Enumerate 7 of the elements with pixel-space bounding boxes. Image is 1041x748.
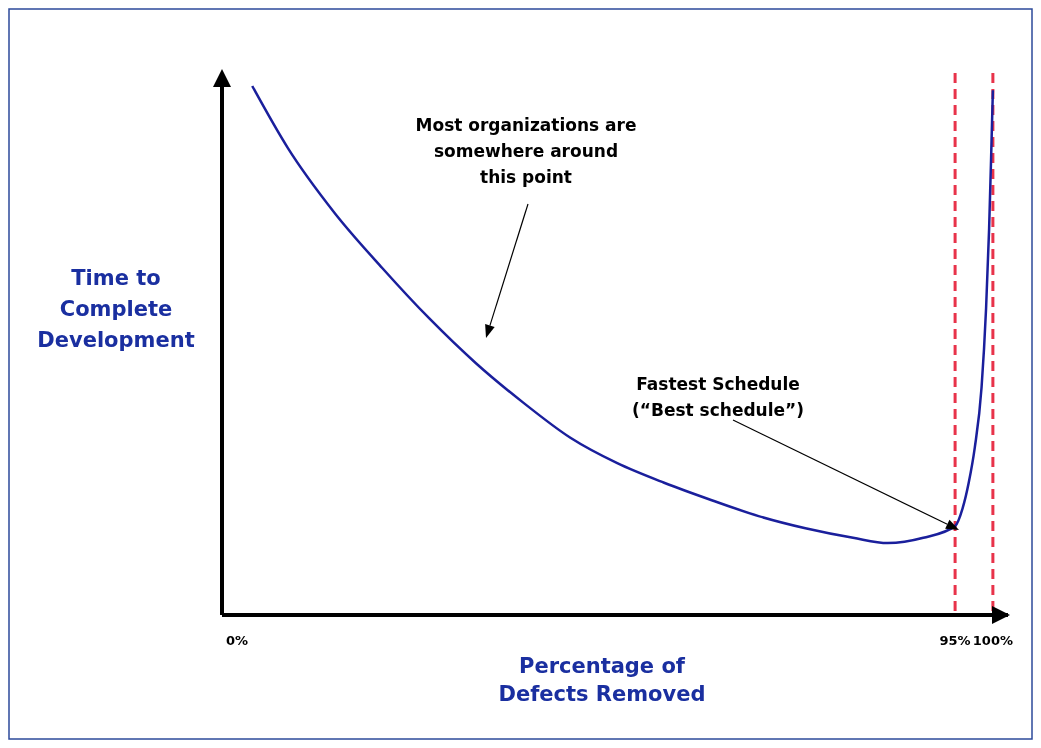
x-axis-title: Percentage of Defects Removed <box>498 654 706 706</box>
annotation: Most organizations are somewhere around this point <box>415 115 637 187</box>
x-tick-label: 100% <box>972 633 1013 648</box>
x-tick-label: 95% <box>939 633 971 648</box>
annotation: Fastest Schedule (“Best schedule”) <box>632 374 804 420</box>
x-tick-label: 0% <box>226 633 249 648</box>
y-axis-title: Time to Complete Development <box>37 266 195 352</box>
